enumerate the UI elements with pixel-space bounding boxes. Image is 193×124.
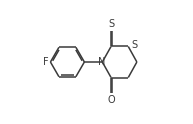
Text: N: N	[98, 57, 106, 67]
Text: O: O	[108, 95, 115, 105]
Text: S: S	[108, 19, 114, 29]
Text: F: F	[43, 57, 49, 67]
Text: S: S	[131, 40, 137, 50]
